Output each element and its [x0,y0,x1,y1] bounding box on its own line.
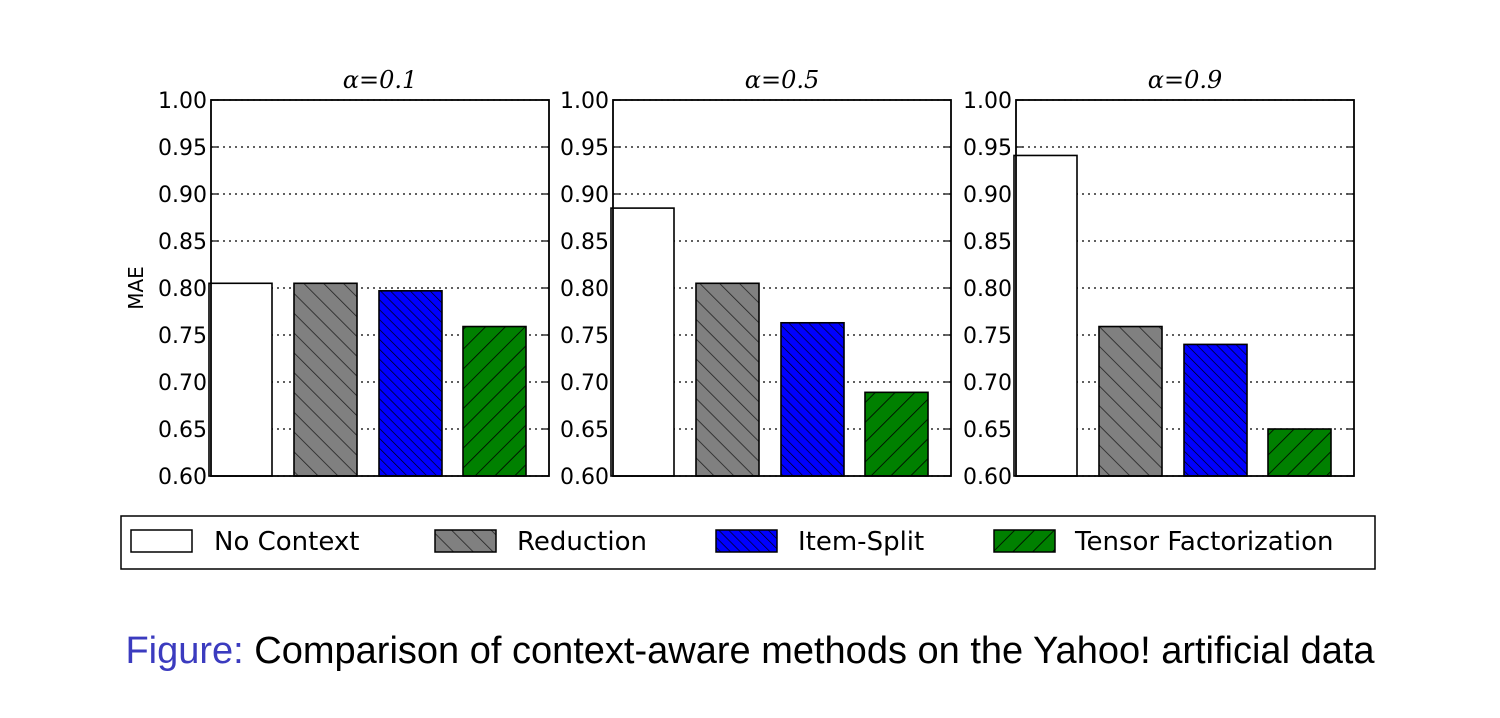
panel-3: α=0.9 0.60 0.65 0.70 0.75 0.80 0.85 0.90 0.95 1.0… [963,66,1355,490]
y-tick-label: 0.60 [158,465,207,490]
bar-chart: α=0.1 0.60 0.65 0.70 0.75 0.80 0.85 0.90 0.95 1.0… [120,66,1376,570]
y-tick-label: 0.60 [560,465,609,490]
y-tick-label: 0.65 [158,418,207,443]
y-tick-label: 1.00 [963,89,1012,114]
y-tick-label: 1.00 [158,89,207,114]
caption-prefix: Figure: [125,630,244,672]
bar-no-context [209,283,272,476]
bar-no-context [611,208,674,476]
y-tick-label: 0.95 [560,136,609,161]
y-tick-label: 0.95 [158,136,207,161]
bar-hatch [294,283,357,476]
bar-hatch [1184,344,1247,476]
bar-hatch [463,326,526,476]
bar-hatch [865,392,928,476]
y-tick-label: 0.80 [158,277,207,302]
panel-title: α=0.9 [1148,66,1222,94]
caption-text: Comparison of context-aware methods on t… [243,630,1375,672]
y-tick-label: 0.70 [158,371,207,396]
y-axis-label: MAE [124,266,148,310]
bar-no-context [1014,155,1077,476]
y-tick-label: 0.70 [963,371,1012,396]
y-tick-label: 0.80 [560,277,609,302]
legend-swatch-outline [715,529,778,553]
panel-title: α=0.1 [343,66,417,94]
legend-swatch-1 [131,530,192,552]
legend-swatch-outline [993,529,1056,553]
y-tick-label: 0.90 [158,183,207,208]
legend: No Context Reduction Item-Split Tensor Fact… [120,515,1376,570]
figure-caption: Figure: Comparison of context-aware meth… [0,630,1500,673]
y-tick-label: 1.00 [560,89,609,114]
legend-swatch-outline [130,529,193,553]
y-tick-label: 0.95 [963,136,1012,161]
legend-label-3: Item-Split [798,527,924,557]
legend-swatch-hatch [994,530,1055,552]
y-tick-label: 0.90 [963,183,1012,208]
legend-swatch-hatch [435,530,496,552]
bar-hatch [1099,326,1162,476]
y-tick-label: 0.85 [963,230,1012,255]
y-tick-label: 0.90 [560,183,609,208]
panels-layer: α=0.1 0.60 0.65 0.70 0.75 0.80 0.85 0.90 0.95 1.0… [124,66,1355,490]
legend-swatch-outline [434,529,497,553]
y-tick-label: 0.65 [963,418,1012,443]
y-tick-label: 0.65 [560,418,609,443]
bar-hatch [1268,429,1331,476]
legend-label-1: No Context [214,527,359,557]
plot-frame [1015,99,1355,477]
legend-swatch-hatch [716,530,777,552]
bar-hatch [696,283,759,476]
bar-hatch [379,290,442,476]
y-tick-label: 0.60 [963,465,1012,490]
y-tick-label: 0.75 [560,324,609,349]
y-tick-label: 0.70 [560,371,609,396]
y-tick-label: 0.80 [963,277,1012,302]
legend-label-4: Tensor Factorization [1074,527,1334,557]
panel-1: α=0.1 0.60 0.65 0.70 0.75 0.80 0.85 0.90 0.95 1.0… [158,66,550,490]
bar-hatch [781,322,844,476]
plot-frame [612,99,952,477]
plot-frame [210,99,550,477]
y-tick-label: 0.85 [560,230,609,255]
panel-title: α=0.5 [745,66,819,94]
y-tick-label: 0.85 [158,230,207,255]
y-tick-label: 0.75 [963,324,1012,349]
y-tick-label: 0.75 [158,324,207,349]
legend-label-2: Reduction [517,527,647,557]
panel-2: α=0.5 0.60 0.65 0.70 0.75 0.80 0.85 0.90 0.95 1.0… [560,66,952,490]
